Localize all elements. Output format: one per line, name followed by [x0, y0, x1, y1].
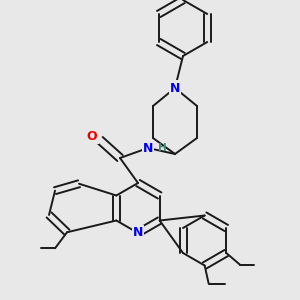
Text: N: N [170, 82, 180, 94]
Text: H: H [158, 143, 166, 153]
Text: O: O [87, 130, 97, 142]
Text: N: N [143, 142, 153, 154]
Text: N: N [133, 226, 143, 239]
